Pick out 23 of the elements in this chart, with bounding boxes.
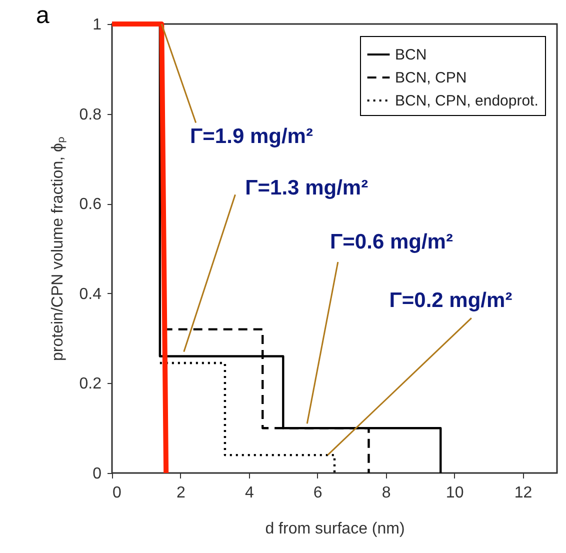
y-tick-label: 0.2: [79, 376, 102, 393]
annotation: Γ=1.3 mg/m²: [245, 176, 368, 200]
text: a: [36, 2, 50, 30]
x-tick-label: 4: [244, 484, 254, 502]
y-tick-label: 0.8: [79, 106, 102, 124]
x-tick-label: 12: [514, 484, 532, 502]
x-tick-label: 8: [382, 484, 391, 502]
annotation: Γ=0.2 mg/m²: [389, 288, 512, 312]
legend-label: BCN, CPN: [395, 70, 467, 86]
legend-label: BCN, CPN, endoprot.: [395, 92, 538, 110]
annotation: Γ=0.6 mg/m²: [330, 230, 453, 254]
x-axis-title: d from surface (nm): [265, 520, 405, 538]
y-tick-label: 0.6: [79, 196, 102, 214]
annotation: Γ=1.9 mg/m²: [190, 124, 313, 148]
x-tick-label: 2: [176, 484, 186, 502]
y-tick-label: 0: [92, 466, 102, 482]
y-tick-label: 0.4: [79, 286, 102, 303]
y-axis-title: protein/CPN volume fraction, ϕₚ: [49, 137, 66, 361]
x-tick-label: 6: [313, 484, 322, 502]
x-tick-label: 0: [112, 484, 122, 502]
legend-label: BCN: [395, 46, 427, 64]
x-tick-label: 10: [446, 484, 464, 502]
y-tick-label: 1: [92, 16, 102, 34]
